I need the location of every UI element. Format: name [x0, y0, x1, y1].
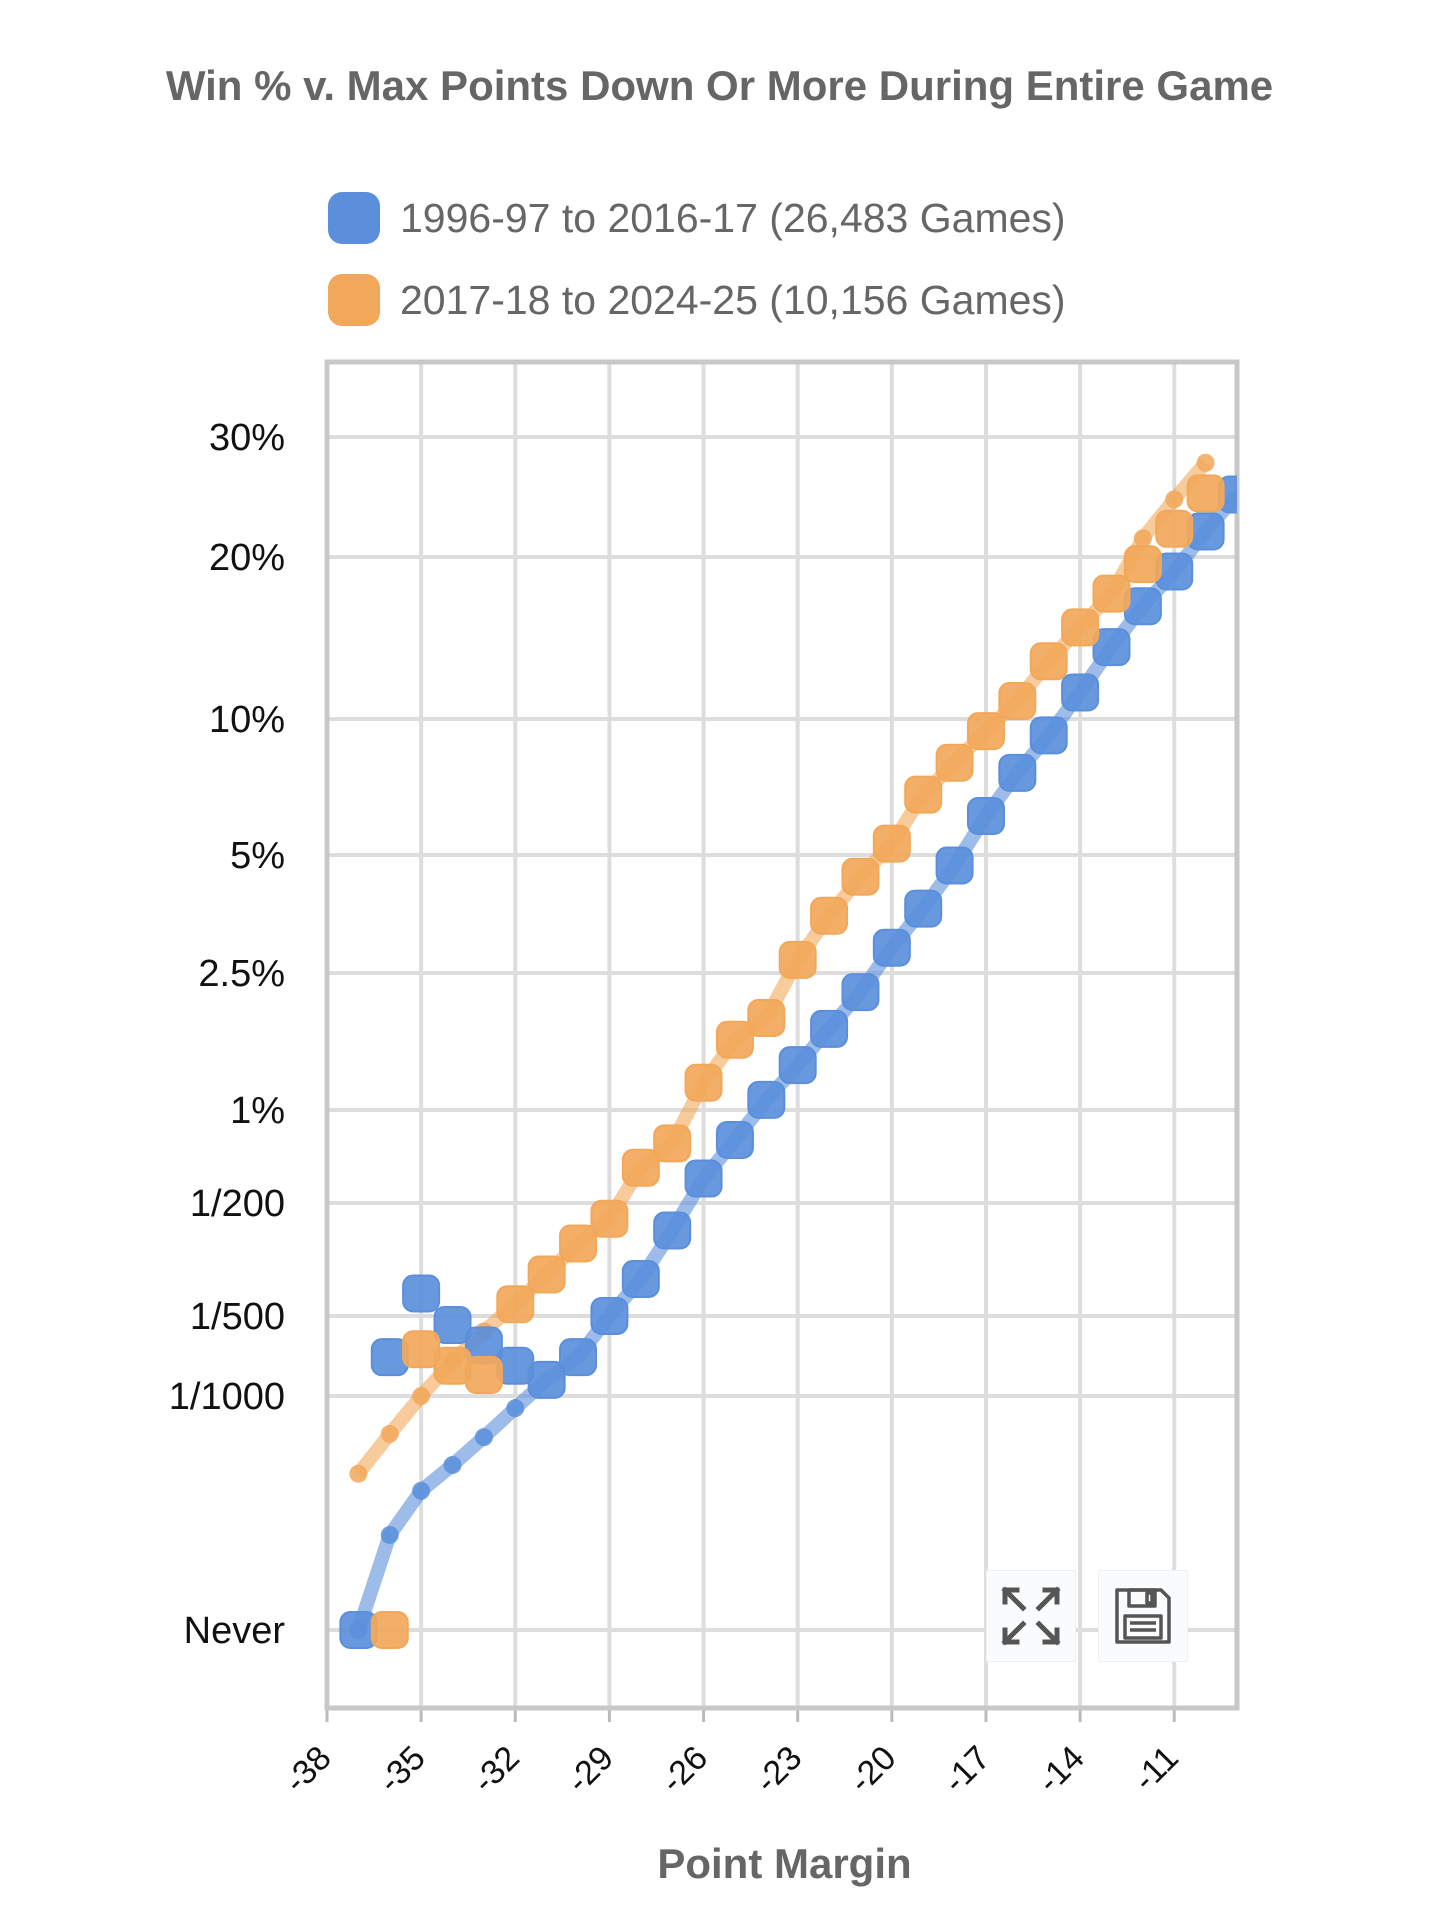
series-1-point: [1061, 673, 1100, 712]
series-1-point: [527, 1360, 566, 1399]
series-1-point: [715, 1120, 754, 1159]
floppy-disk-icon: [1115, 1588, 1171, 1644]
series-1-point: [402, 1274, 441, 1313]
legend-item-series-1[interactable]: 1996-97 to 2016-17 (26,483 Games): [328, 192, 1066, 244]
y-tick-label: 10%: [209, 699, 285, 741]
plot-border: [324, 359, 1240, 1711]
y-tick-label: 5%: [230, 835, 285, 877]
series-2-point: [464, 1355, 503, 1394]
series-2-point: [1123, 545, 1162, 584]
legend-item-series-2[interactable]: 2017-18 to 2024-25 (10,156 Games): [328, 274, 1066, 326]
series-1-point: [872, 928, 911, 967]
series-2-trend-dot: [1133, 529, 1152, 548]
series-2-point: [527, 1255, 566, 1294]
y-tick-label: Never: [184, 1610, 286, 1652]
series-1-point: [559, 1338, 598, 1377]
series-1-trend-dot: [412, 1481, 431, 1500]
x-tick-label: -32: [465, 1739, 527, 1801]
series-1-trend-dot: [380, 1525, 399, 1544]
series-2-point: [747, 999, 786, 1038]
series-1-trend-dot: [474, 1428, 493, 1447]
series-2-point: [715, 1020, 754, 1059]
y-tick-label: 2.5%: [198, 953, 285, 995]
series-2-point: [841, 857, 880, 896]
y-tick-label: 30%: [209, 417, 285, 459]
series-2-point: [935, 743, 974, 782]
series-2-trend-dot: [1196, 453, 1215, 472]
series-2-point: [872, 824, 911, 863]
series-1-point: [998, 753, 1037, 792]
series-1-point: [684, 1159, 723, 1198]
series-2-point: [590, 1199, 629, 1238]
series-2-point: [904, 775, 943, 814]
expand-button[interactable]: [986, 1570, 1076, 1662]
series-2-trend-dot: [412, 1387, 431, 1405]
series-2-point: [1155, 509, 1194, 548]
series-1-point: [590, 1297, 629, 1335]
series-1-point: [433, 1305, 472, 1344]
y-tick-label: 1/500: [190, 1296, 285, 1338]
x-tick-label: -26: [654, 1739, 716, 1801]
expand-icon: [1001, 1586, 1061, 1646]
series-1-point: [966, 796, 1005, 835]
series-2-point: [998, 682, 1037, 721]
series-2-point: [778, 940, 817, 979]
series-2-point: [810, 896, 849, 935]
series-layer: [339, 453, 1237, 1649]
series-2-trend-dot: [380, 1424, 399, 1443]
series-2-point: [653, 1124, 692, 1163]
series-2-point: [966, 712, 1005, 751]
y-tick-label: 1%: [230, 1090, 285, 1132]
series-2-point: [496, 1285, 535, 1324]
series-2-point: [1029, 642, 1068, 681]
series-1-trend-dot: [443, 1455, 462, 1474]
series-1-point: [841, 973, 880, 1012]
x-tick-label: -20: [842, 1739, 904, 1801]
series-1-trend-dot: [506, 1399, 525, 1418]
series-1-point: [1029, 716, 1068, 755]
x-tick-label: -17: [936, 1739, 998, 1801]
legend-swatch-series-2: [328, 274, 380, 326]
legend-swatch-series-1: [328, 192, 380, 244]
series-1-point: [747, 1080, 786, 1119]
chart-title: Win % v. Max Points Down Or More During …: [165, 62, 1274, 109]
series-1-point: [621, 1259, 660, 1298]
series-1-point: [1092, 628, 1131, 667]
series-1-point: [935, 846, 974, 885]
x-tick-label: -23: [748, 1739, 810, 1801]
x-axis-title: Point Margin: [657, 1840, 912, 1887]
series-2-point: [1186, 474, 1225, 513]
series-1-point: [810, 1009, 849, 1048]
legend-label-series-1: 1996-97 to 2016-17 (26,483 Games): [400, 194, 1066, 241]
x-tick-label: -29: [559, 1739, 621, 1801]
legend-label-series-2: 2017-18 to 2024-25 (10,156 Games): [400, 276, 1066, 323]
x-tick-label: -14: [1030, 1739, 1092, 1801]
series-2-point: [370, 1611, 409, 1649]
x-tick-label: -11: [1126, 1739, 1186, 1799]
save-button[interactable]: [1098, 1570, 1188, 1662]
y-tick-label: 1/200: [190, 1183, 285, 1225]
series-2-point: [559, 1224, 598, 1263]
series-1-point: [653, 1211, 692, 1250]
y-tick-label: 1/1000: [169, 1376, 285, 1418]
series-2-point: [684, 1063, 723, 1102]
series-2-trend-dot: [1165, 490, 1184, 509]
series-2-point: [1061, 608, 1100, 647]
x-tick-label: -35: [371, 1739, 433, 1801]
series-2-point: [621, 1148, 660, 1187]
x-tick-label: -38: [277, 1739, 339, 1801]
y-tick-label: 20%: [209, 537, 285, 579]
series-1-point: [778, 1046, 817, 1085]
series-1-point: [904, 889, 943, 928]
series-2-trend-dot: [349, 1464, 368, 1483]
series-2-point: [1092, 574, 1131, 613]
